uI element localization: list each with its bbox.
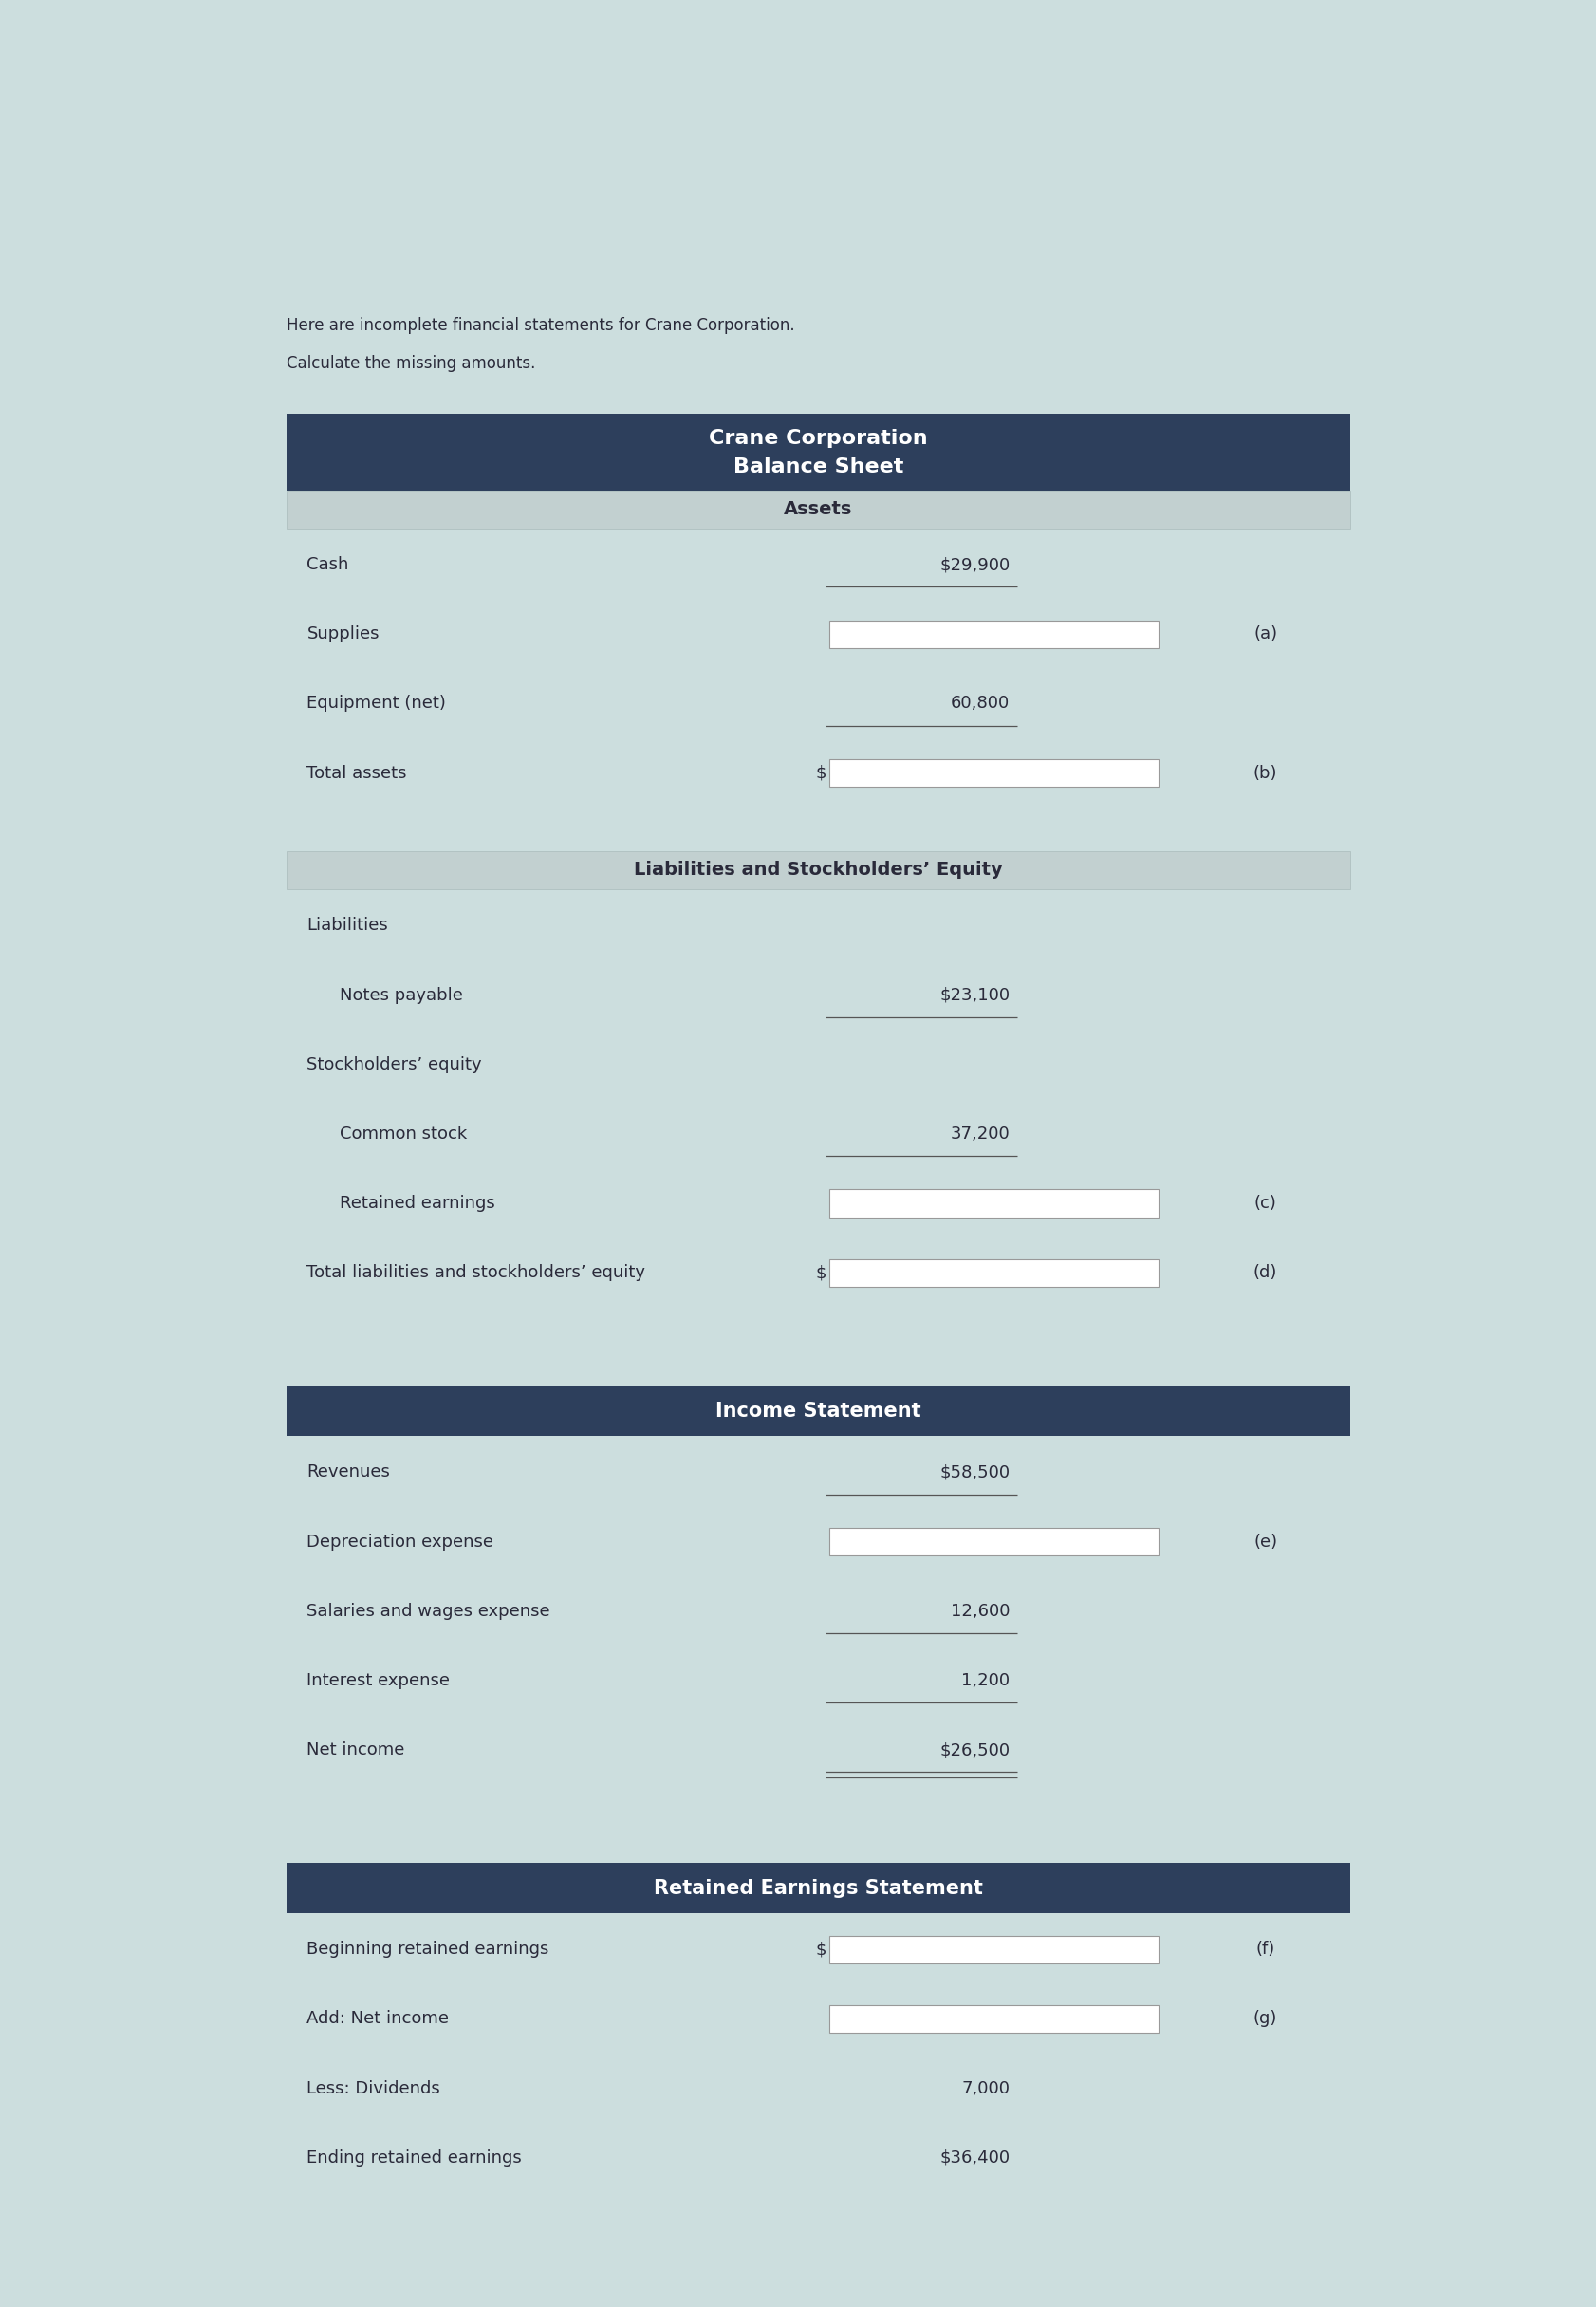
- Text: Income Statement: Income Statement: [715, 1400, 921, 1421]
- Text: Revenues: Revenues: [306, 1463, 389, 1481]
- Text: $36,400: $36,400: [938, 2150, 1009, 2166]
- Text: Crane Corporation: Crane Corporation: [709, 429, 927, 448]
- Bar: [828, 2005, 1159, 2032]
- Bar: [286, 489, 1350, 528]
- Text: Common stock: Common stock: [340, 1126, 468, 1142]
- Text: $26,500: $26,500: [938, 1742, 1009, 1758]
- Text: (e): (e): [1253, 1534, 1277, 1550]
- Text: Notes payable: Notes payable: [340, 987, 463, 1004]
- Text: (g): (g): [1253, 2009, 1277, 2028]
- Bar: [828, 1190, 1159, 1218]
- Bar: [828, 1260, 1159, 1287]
- Bar: [286, 1864, 1350, 1913]
- Text: 1,200: 1,200: [961, 1673, 1009, 1689]
- Bar: [828, 621, 1159, 648]
- Text: $23,100: $23,100: [938, 987, 1009, 1004]
- Bar: [286, 1387, 1350, 1435]
- Text: Less: Dividends: Less: Dividends: [306, 2081, 440, 2097]
- Text: Equipment (net): Equipment (net): [306, 694, 445, 713]
- Text: Balance Sheet: Balance Sheet: [733, 457, 903, 478]
- Text: Stockholders’ equity: Stockholders’ equity: [306, 1057, 482, 1073]
- Bar: [286, 851, 1350, 888]
- Text: Add: Net income: Add: Net income: [306, 2009, 448, 2028]
- Text: (c): (c): [1253, 1195, 1277, 1211]
- Text: Cash: Cash: [306, 556, 350, 572]
- Text: 12,600: 12,600: [950, 1603, 1009, 1620]
- Bar: [286, 413, 1350, 489]
- Text: Net income: Net income: [306, 1742, 405, 1758]
- Text: $: $: [816, 1940, 827, 1959]
- Bar: [828, 1527, 1159, 1555]
- Text: $: $: [816, 1264, 827, 1280]
- Text: Retained Earnings Statement: Retained Earnings Statement: [653, 1878, 983, 1899]
- Text: Retained earnings: Retained earnings: [340, 1195, 495, 1211]
- Text: Liabilities and Stockholders’ Equity: Liabilities and Stockholders’ Equity: [634, 861, 1002, 879]
- Text: 37,200: 37,200: [950, 1126, 1009, 1142]
- Text: $: $: [816, 764, 827, 782]
- Text: $29,900: $29,900: [938, 556, 1009, 572]
- Text: Interest expense: Interest expense: [306, 1673, 450, 1689]
- Text: Salaries and wages expense: Salaries and wages expense: [306, 1603, 551, 1620]
- Text: (d): (d): [1253, 1264, 1277, 1280]
- Text: $58,500: $58,500: [938, 1463, 1009, 1481]
- Text: Total assets: Total assets: [306, 764, 407, 782]
- Text: Total liabilities and stockholders’ equity: Total liabilities and stockholders’ equi…: [306, 1264, 645, 1280]
- Bar: [828, 1936, 1159, 1963]
- Text: 7,000: 7,000: [961, 2081, 1009, 2097]
- Text: Liabilities: Liabilities: [306, 918, 388, 934]
- Bar: [828, 759, 1159, 787]
- Text: (a): (a): [1253, 625, 1277, 644]
- Text: (f): (f): [1254, 1940, 1274, 1959]
- Text: 60,800: 60,800: [950, 694, 1009, 713]
- Text: Depreciation expense: Depreciation expense: [306, 1534, 493, 1550]
- Text: Here are incomplete financial statements for Crane Corporation.: Here are incomplete financial statements…: [286, 316, 795, 335]
- Text: Assets: Assets: [784, 501, 852, 519]
- Text: Beginning retained earnings: Beginning retained earnings: [306, 1940, 549, 1959]
- Text: Calculate the missing amounts.: Calculate the missing amounts.: [286, 355, 535, 371]
- Text: (b): (b): [1253, 764, 1277, 782]
- Text: Ending retained earnings: Ending retained earnings: [306, 2150, 522, 2166]
- Text: Supplies: Supplies: [306, 625, 380, 644]
